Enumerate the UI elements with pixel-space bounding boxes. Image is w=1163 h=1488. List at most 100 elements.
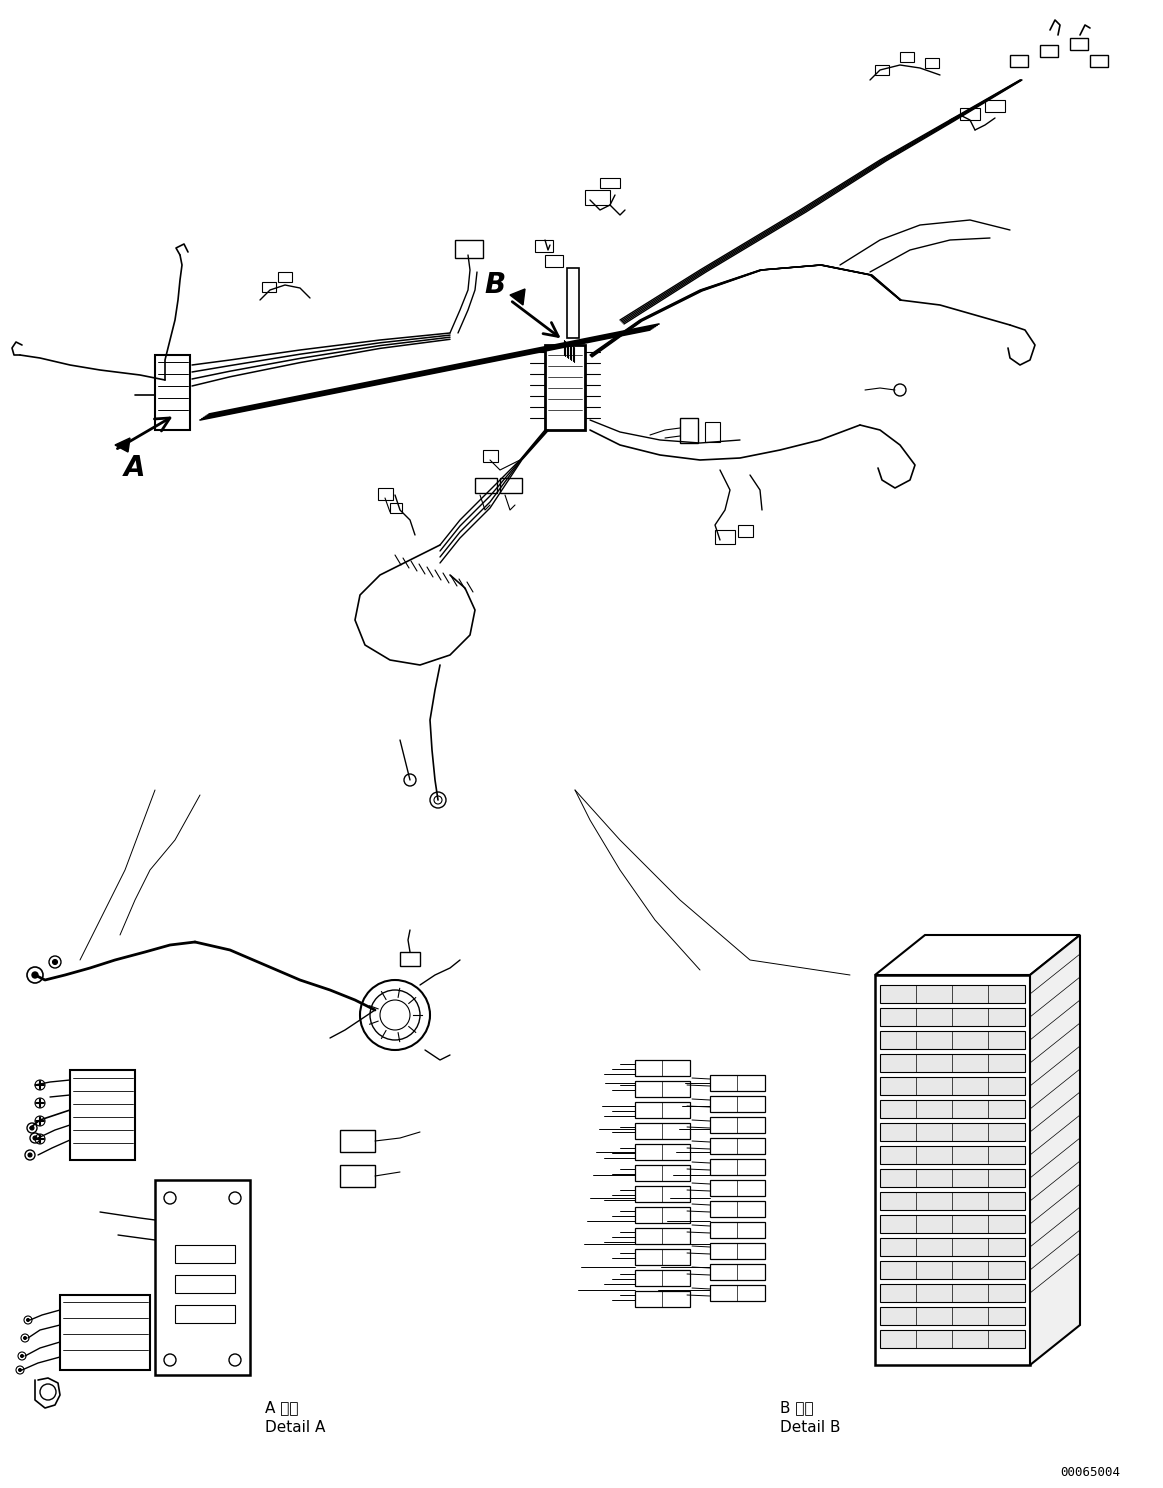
Bar xyxy=(635,1269,690,1286)
Bar xyxy=(709,1222,765,1238)
Bar xyxy=(635,1144,690,1161)
Bar xyxy=(880,1077,1025,1095)
Bar xyxy=(739,525,752,537)
Circle shape xyxy=(229,1354,241,1366)
Bar xyxy=(600,179,620,187)
Bar xyxy=(340,1165,374,1187)
Circle shape xyxy=(21,1354,23,1357)
Bar xyxy=(705,423,720,442)
Circle shape xyxy=(49,955,60,969)
Bar xyxy=(635,1103,690,1117)
Bar xyxy=(635,1248,690,1265)
Polygon shape xyxy=(115,437,130,452)
Bar xyxy=(635,1228,690,1244)
Text: B: B xyxy=(485,271,506,299)
Bar xyxy=(880,985,1025,1003)
Bar xyxy=(875,65,889,74)
Bar xyxy=(709,1097,765,1112)
Bar xyxy=(635,1123,690,1138)
Bar xyxy=(483,449,498,461)
Text: A 詳細: A 詳細 xyxy=(265,1400,299,1415)
Bar xyxy=(378,488,393,500)
Bar xyxy=(715,530,735,545)
Circle shape xyxy=(404,774,416,786)
Bar xyxy=(985,100,1005,112)
Bar xyxy=(680,418,698,443)
Circle shape xyxy=(33,972,38,978)
Bar xyxy=(709,1263,765,1280)
Bar xyxy=(959,109,980,121)
Bar xyxy=(709,1138,765,1155)
Bar xyxy=(880,1284,1025,1302)
Circle shape xyxy=(27,1318,29,1321)
Bar xyxy=(455,240,483,257)
Bar xyxy=(709,1159,765,1176)
Circle shape xyxy=(23,1336,27,1339)
Bar xyxy=(880,1238,1025,1256)
Bar xyxy=(174,1245,235,1263)
Bar xyxy=(475,478,497,493)
Bar xyxy=(500,478,522,493)
Bar xyxy=(880,1192,1025,1210)
Bar xyxy=(880,1330,1025,1348)
Bar xyxy=(635,1186,690,1202)
Bar xyxy=(1009,55,1028,67)
Bar xyxy=(709,1117,765,1132)
Bar xyxy=(278,272,292,283)
Bar xyxy=(635,1059,690,1076)
Bar xyxy=(262,283,276,292)
Bar xyxy=(70,1070,135,1161)
Bar xyxy=(174,1275,235,1293)
Circle shape xyxy=(16,1366,24,1373)
Bar xyxy=(568,268,579,338)
Bar xyxy=(635,1292,690,1306)
Bar xyxy=(875,975,1030,1364)
Circle shape xyxy=(28,1153,33,1158)
Circle shape xyxy=(30,1126,34,1129)
Circle shape xyxy=(19,1369,21,1372)
Bar xyxy=(585,190,611,205)
Bar xyxy=(880,1216,1025,1234)
Bar xyxy=(400,952,420,966)
Bar xyxy=(545,345,585,430)
Bar xyxy=(880,1123,1025,1141)
Bar xyxy=(635,1165,690,1181)
Circle shape xyxy=(33,1135,37,1140)
Circle shape xyxy=(17,1353,26,1360)
Bar xyxy=(709,1286,765,1301)
Bar xyxy=(155,1180,250,1375)
Polygon shape xyxy=(1030,934,1080,1364)
Bar xyxy=(880,1054,1025,1071)
Bar xyxy=(390,503,402,513)
Text: B 詳細: B 詳細 xyxy=(780,1400,814,1415)
Bar xyxy=(535,240,552,251)
Circle shape xyxy=(30,1132,40,1143)
Circle shape xyxy=(361,981,430,1051)
Circle shape xyxy=(24,1315,33,1324)
Polygon shape xyxy=(875,934,1080,975)
Bar xyxy=(709,1180,765,1196)
Bar xyxy=(880,1146,1025,1164)
Bar xyxy=(880,1170,1025,1187)
Circle shape xyxy=(21,1335,29,1342)
Circle shape xyxy=(27,967,43,984)
Circle shape xyxy=(370,990,420,1040)
Circle shape xyxy=(27,1123,37,1132)
Text: Detail A: Detail A xyxy=(265,1421,326,1436)
Bar xyxy=(1090,55,1108,67)
Bar xyxy=(925,58,939,68)
Bar xyxy=(1040,45,1058,57)
Bar xyxy=(635,1207,690,1223)
Text: A: A xyxy=(124,454,145,482)
Circle shape xyxy=(229,1192,241,1204)
Circle shape xyxy=(24,1150,35,1161)
Bar xyxy=(1070,39,1089,51)
Bar xyxy=(880,1007,1025,1027)
Bar xyxy=(880,1260,1025,1280)
Bar xyxy=(155,356,190,430)
Bar xyxy=(60,1295,150,1370)
Bar xyxy=(340,1129,374,1152)
Circle shape xyxy=(164,1354,176,1366)
Circle shape xyxy=(52,960,57,964)
Bar xyxy=(709,1201,765,1217)
